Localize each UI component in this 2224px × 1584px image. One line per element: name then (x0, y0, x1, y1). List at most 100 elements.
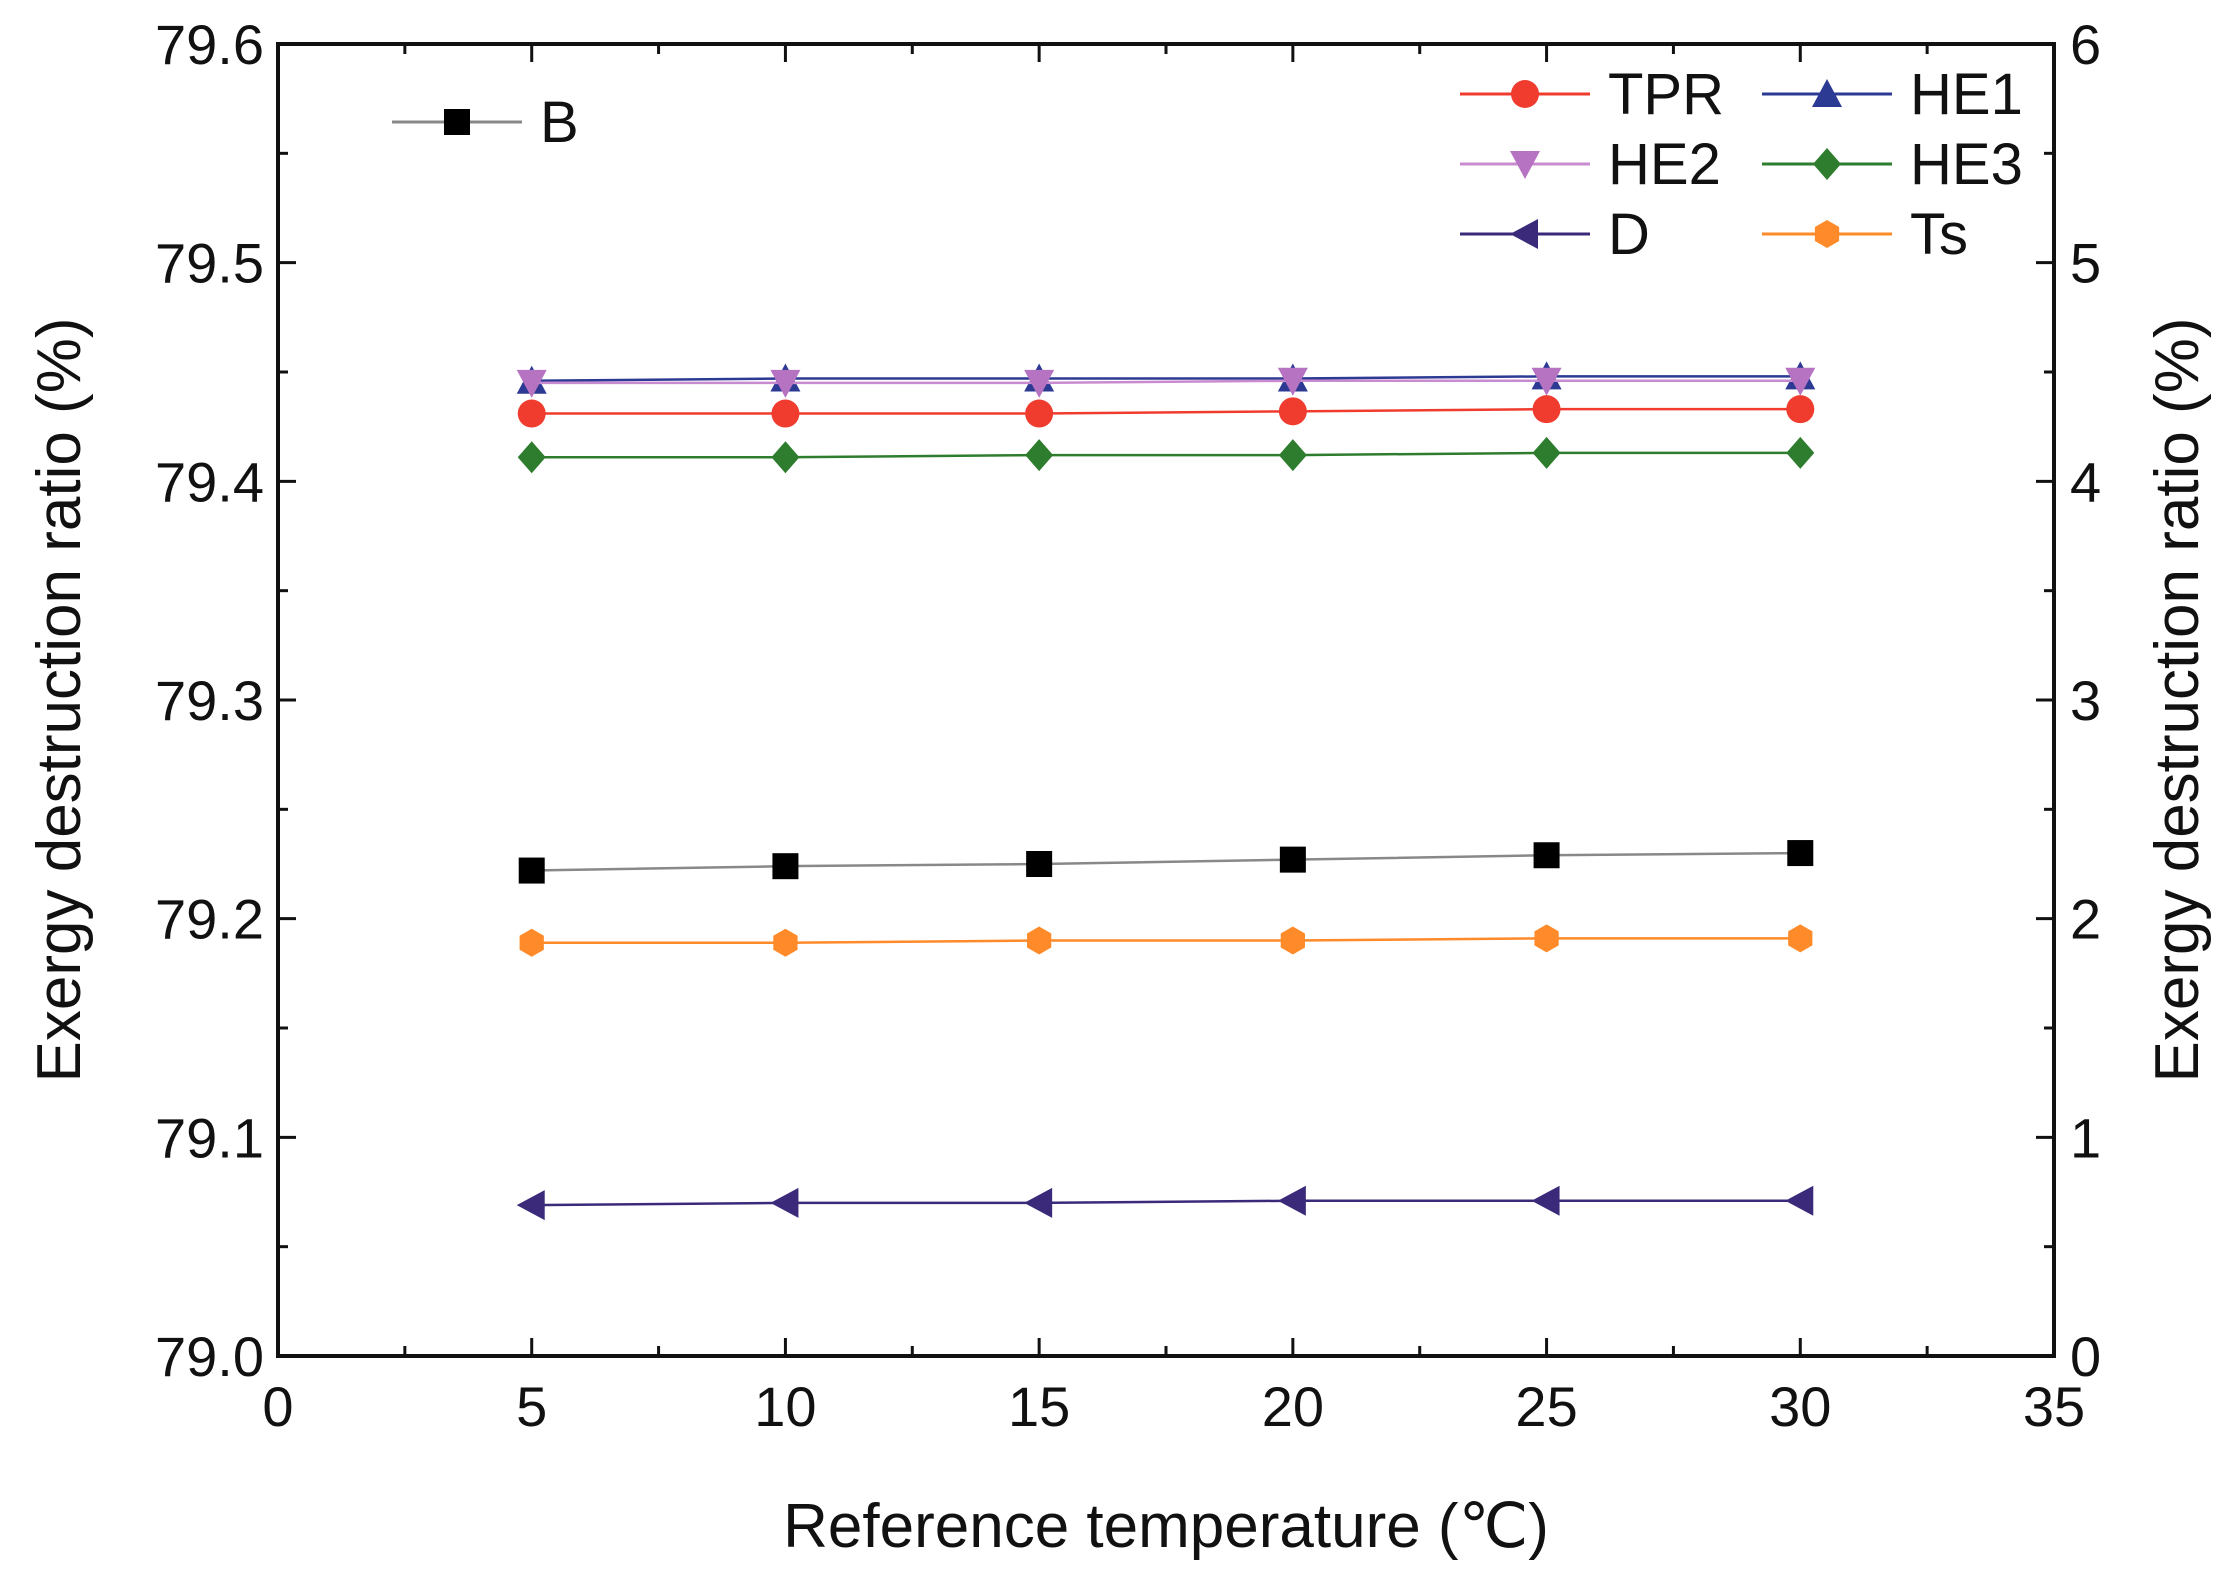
legend-item-he2: HE2 (1460, 132, 1721, 197)
y-left-tick-label: 79.3 (155, 669, 264, 732)
y-left-tick-label: 79.1 (155, 1106, 264, 1169)
series-layer (516, 361, 1816, 1221)
legend-label-tpr: TPR (1608, 62, 1724, 127)
data-point-ts (1027, 926, 1052, 955)
data-point-he3 (1532, 436, 1561, 469)
legend-label-he2: HE2 (1608, 132, 1721, 197)
x-tick-label: 35 (2023, 1375, 2085, 1438)
data-point-d (516, 1190, 545, 1221)
data-point-tpr (1786, 395, 1815, 424)
data-point-he2 (516, 369, 547, 398)
data-point-tpr (1532, 395, 1561, 424)
legend-item-d: D (1460, 202, 1650, 267)
y-right-tick-label: 3 (2070, 669, 2101, 732)
series-line-he1 (531, 375, 1801, 382)
data-point-he2 (1785, 367, 1816, 396)
tick-labels: 0 5 10 15 20 25 30 3579.079.179.279.379.479.579… (155, 13, 2101, 1438)
series-tpr (517, 395, 1815, 428)
y-left-tick-label: 79.6 (155, 13, 264, 76)
legend-marker-b (444, 109, 470, 135)
data-point-he3 (517, 441, 546, 474)
legend-label-ts: Ts (1910, 202, 1968, 267)
legend-item-he1: HE1 (1762, 62, 2023, 127)
x-axis-title: Reference temperature (℃) (783, 1492, 1549, 1561)
legend-marker-d (1510, 219, 1538, 249)
x-tick-label: 5 (516, 1375, 547, 1438)
data-point-he3 (1025, 439, 1054, 472)
plot-frame (276, 42, 2056, 1358)
data-point-he3 (1278, 439, 1307, 472)
data-point-b (1787, 840, 1814, 867)
x-tick-label: 20 (1262, 1375, 1324, 1438)
data-point-ts (1788, 924, 1813, 953)
y-axis-title-right: Exergy destruction ratio (%) (2143, 318, 2212, 1083)
data-point-b (518, 857, 545, 884)
series-line-d (531, 1199, 1801, 1207)
x-tick-label: 25 (1515, 1375, 1577, 1438)
y-right-tick-label: 4 (2070, 450, 2101, 513)
x-tick-label: 15 (1008, 1375, 1070, 1438)
y-left-tick-label: 79.2 (155, 888, 264, 951)
x-tick-label: 0 (262, 1375, 293, 1438)
legend-marker-tpr (1511, 80, 1539, 108)
data-point-d (1277, 1185, 1306, 1216)
data-point-ts (1534, 924, 1559, 953)
legend-label-he1: HE1 (1910, 62, 2023, 127)
data-point-b (772, 853, 799, 880)
data-point-d (1531, 1185, 1560, 1216)
series-he3 (517, 436, 1815, 474)
y-right-tick-label: 1 (2070, 1106, 2101, 1169)
series-he2 (516, 367, 1816, 398)
series-d (516, 1185, 1814, 1221)
data-point-tpr (517, 399, 546, 428)
legend-item-b: B (392, 90, 579, 155)
data-point-ts (519, 928, 544, 957)
legend-item-he3: HE3 (1762, 132, 2023, 197)
data-point-tpr (1025, 399, 1054, 428)
data-point-ts (773, 928, 798, 957)
series-line-tpr (531, 407, 1801, 415)
data-point-b (1279, 846, 1306, 873)
y-right-tick-label: 0 (2070, 1325, 2101, 1388)
data-point-he3 (771, 441, 800, 474)
series-ts (519, 924, 1813, 957)
data-point-he2 (1531, 367, 1562, 396)
series-b (518, 840, 1814, 884)
y-right-tick-label: 2 (2070, 888, 2101, 951)
data-point-ts (1280, 926, 1305, 955)
y-axis-title-left: Exergy destruction ratio (%) (25, 318, 94, 1083)
legend-item-ts: Ts (1762, 202, 1968, 267)
x-tick-label: 10 (754, 1375, 816, 1438)
series-line-he2 (531, 379, 1801, 385)
y-right-tick-label: 6 (2070, 13, 2101, 76)
legend-marker-ts (1814, 220, 1840, 248)
data-point-tpr (771, 399, 800, 428)
data-point-b (1026, 851, 1053, 877)
y-left-tick-label: 79.5 (155, 232, 264, 295)
series-line-he3 (531, 451, 1801, 459)
legend-label-he3: HE3 (1910, 132, 2023, 197)
data-point-d (1024, 1187, 1053, 1218)
data-point-he2 (770, 369, 801, 398)
data-point-b (1533, 842, 1560, 869)
legend-label-d: D (1608, 202, 1650, 267)
data-point-tpr (1278, 397, 1307, 426)
data-point-he2 (1277, 367, 1308, 396)
data-point-d (1785, 1185, 1814, 1216)
x-tick-label: 30 (1769, 1375, 1831, 1438)
data-point-he3 (1786, 436, 1815, 469)
legend-label-b: B (540, 90, 579, 155)
y-left-tick-label: 79.4 (155, 450, 264, 513)
legend-item-tpr: TPR (1460, 62, 1724, 127)
y-left-tick-label: 79.0 (155, 1325, 264, 1388)
series-line-ts (531, 937, 1801, 944)
series-line-b (531, 851, 1801, 872)
legend-marker-he2 (1510, 151, 1540, 179)
legend-marker-he3 (1813, 148, 1841, 180)
legend-marker-he1 (1812, 79, 1842, 107)
legend: B TPR HE1 HE2 HE3 D Ts (392, 62, 2023, 267)
data-point-he2 (1024, 369, 1055, 398)
data-point-d (770, 1187, 799, 1218)
